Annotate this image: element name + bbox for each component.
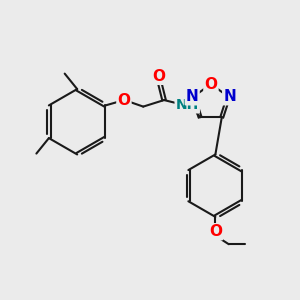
Text: N: N	[223, 89, 236, 104]
Text: O: O	[204, 76, 218, 92]
Text: O: O	[117, 93, 130, 108]
Text: N: N	[186, 89, 199, 104]
Text: O: O	[152, 69, 165, 84]
Text: NH: NH	[176, 98, 199, 112]
Text: O: O	[209, 224, 222, 239]
